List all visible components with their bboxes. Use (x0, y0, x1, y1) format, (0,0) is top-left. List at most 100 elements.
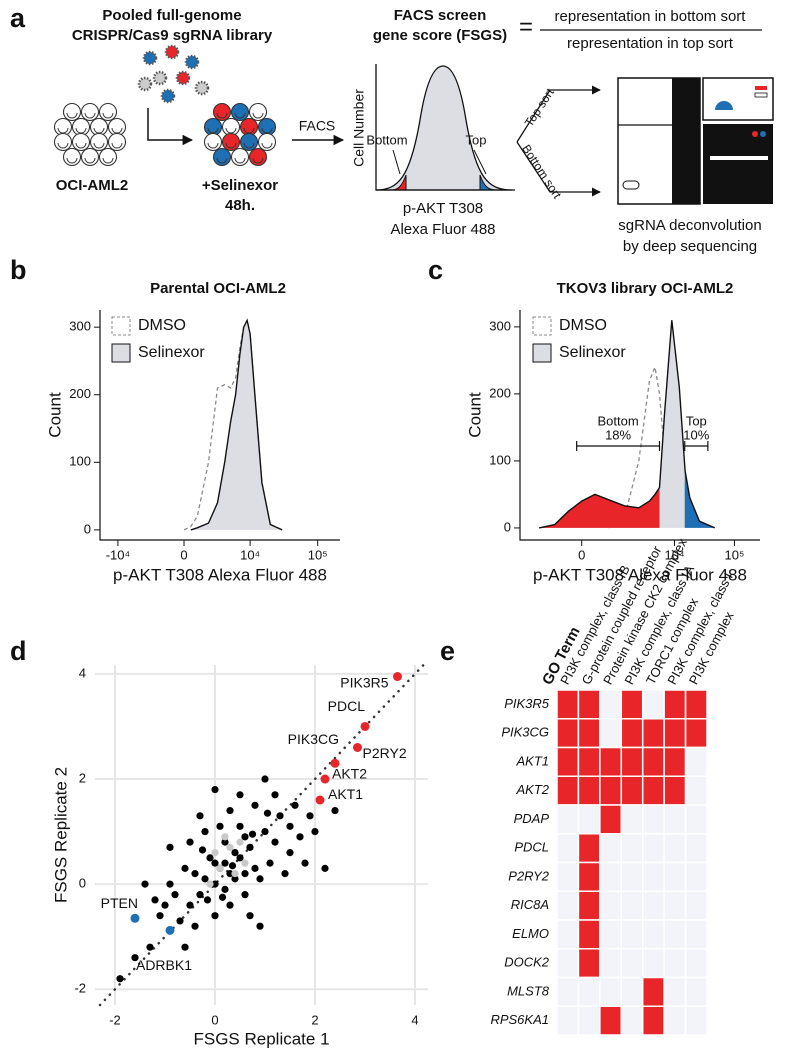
sort-label: Top sort (522, 85, 557, 129)
heatmap-cell (577, 976, 601, 1007)
virus (142, 50, 158, 66)
point (331, 806, 339, 815)
point (256, 875, 264, 883)
y-axis-label: Count (45, 392, 64, 438)
point-label: PTEN (101, 895, 138, 911)
cell-nucleus (57, 127, 69, 134)
virus (194, 80, 210, 96)
mini-gate-label: Top (466, 132, 487, 147)
cell-nucleus (252, 112, 264, 119)
cell-nucleus (252, 157, 264, 164)
point (201, 875, 209, 883)
point (360, 721, 370, 731)
area-fill (539, 320, 715, 528)
row-label: P2RY2 (508, 868, 549, 883)
y-tick-label: 4 (79, 665, 86, 680)
sequencer-light (760, 131, 766, 137)
legend-label: DMSO (138, 317, 186, 334)
heatmap-cell (620, 804, 644, 835)
point (211, 912, 219, 920)
x-axis-label: p-AKT T308 Alexa Fluor 488 (113, 565, 327, 584)
point (276, 812, 284, 820)
cell-nucleus (225, 127, 237, 134)
heatmap-cell (556, 804, 580, 835)
cell-nucleus (243, 142, 255, 149)
heatmap-cell (641, 919, 665, 950)
heatmap-cell (663, 976, 687, 1007)
cell-nucleus (75, 142, 87, 149)
heatmap-cell (663, 890, 687, 921)
cell-nucleus (93, 127, 105, 134)
gate-percent: 18% (605, 427, 631, 442)
point (198, 846, 207, 854)
point (393, 672, 402, 682)
legend-swatch (532, 316, 552, 336)
point (261, 827, 269, 836)
sequencer-tray (710, 156, 768, 160)
point (165, 925, 175, 935)
heatmap-cell (577, 746, 601, 777)
point (196, 891, 204, 899)
row-label: RIC8A (511, 897, 549, 912)
cell-nucleus (111, 142, 123, 149)
y-tick-label: 2 (79, 770, 86, 785)
mini-gate-label: Bottom (366, 132, 407, 147)
heatmap-cell (556, 890, 580, 921)
heatmap-cell (684, 1005, 708, 1036)
y-tick-label: 300 (69, 319, 91, 334)
sequencer-icon (715, 101, 733, 110)
row-label: PDCL (514, 840, 549, 855)
point (130, 913, 140, 923)
mini-x-label: Alexa Fluor 488 (390, 221, 495, 238)
score-title: FACS screen (394, 7, 487, 24)
heatmap-cell (599, 833, 623, 864)
x-tick-label: 10⁵ (725, 547, 745, 562)
heatmap-cell (577, 1005, 601, 1036)
library-title: CRISPR/Cas9 sgRNA library (72, 27, 273, 44)
cell-nucleus (234, 157, 246, 164)
readout-label: sgRNA deconvolution (618, 217, 761, 234)
panel-label: e (440, 636, 455, 666)
panel-label: d (10, 636, 27, 666)
point (261, 775, 269, 783)
x-tick-label: 2 (311, 1012, 318, 1027)
cell-nucleus (75, 127, 87, 134)
heatmap-cell (684, 718, 708, 749)
y-tick-label: 0 (504, 519, 511, 534)
facs-label: FACS (299, 118, 336, 134)
row-label: PIK3R5 (504, 696, 550, 711)
heatmap-cell (663, 775, 687, 806)
point (291, 801, 299, 809)
point (211, 849, 219, 857)
heatmap-cell (577, 833, 601, 864)
heatmap-cell (663, 746, 687, 777)
heatmap-cell (556, 833, 580, 864)
x-tick-label: 10⁴ (665, 547, 685, 562)
point (246, 912, 254, 920)
point (186, 838, 194, 846)
heatmap-cell (556, 919, 580, 950)
heatmap-cell (663, 833, 687, 864)
sequencer-slot (622, 180, 640, 190)
heatmap-cell (620, 890, 644, 921)
point (231, 870, 239, 878)
point (171, 891, 179, 899)
point (221, 859, 229, 867)
point-label: P2RY2 (363, 745, 407, 761)
heatmap-cell (684, 775, 708, 806)
heatmap-cell (556, 775, 580, 806)
heatmap-cell (641, 718, 665, 749)
heatmap-cell (663, 919, 687, 950)
treatment-label: +Selinexor (202, 177, 278, 194)
point-label: AKT2 (332, 766, 367, 782)
series-line (190, 318, 283, 531)
y-tick-label: 0 (84, 521, 91, 536)
panel-label: b (10, 255, 27, 285)
sequencer-icon (754, 92, 768, 98)
row-label: ELMO (512, 926, 549, 941)
mini-pointer (473, 149, 487, 175)
heatmap-cell (620, 948, 644, 979)
point (116, 975, 124, 983)
x-tick-label: -10⁴ (106, 547, 130, 562)
sort-label: Bottom sort (519, 142, 565, 202)
